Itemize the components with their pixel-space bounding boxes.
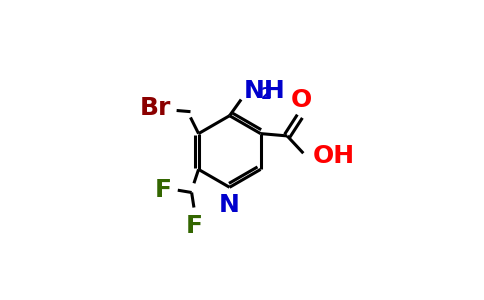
Text: F: F	[185, 214, 202, 239]
Text: F: F	[155, 178, 172, 202]
Text: 2: 2	[261, 87, 272, 102]
Text: NH: NH	[243, 80, 285, 103]
Text: Br: Br	[139, 96, 171, 120]
Text: N: N	[219, 193, 240, 217]
Text: O: O	[290, 88, 312, 112]
Text: OH: OH	[313, 143, 355, 167]
